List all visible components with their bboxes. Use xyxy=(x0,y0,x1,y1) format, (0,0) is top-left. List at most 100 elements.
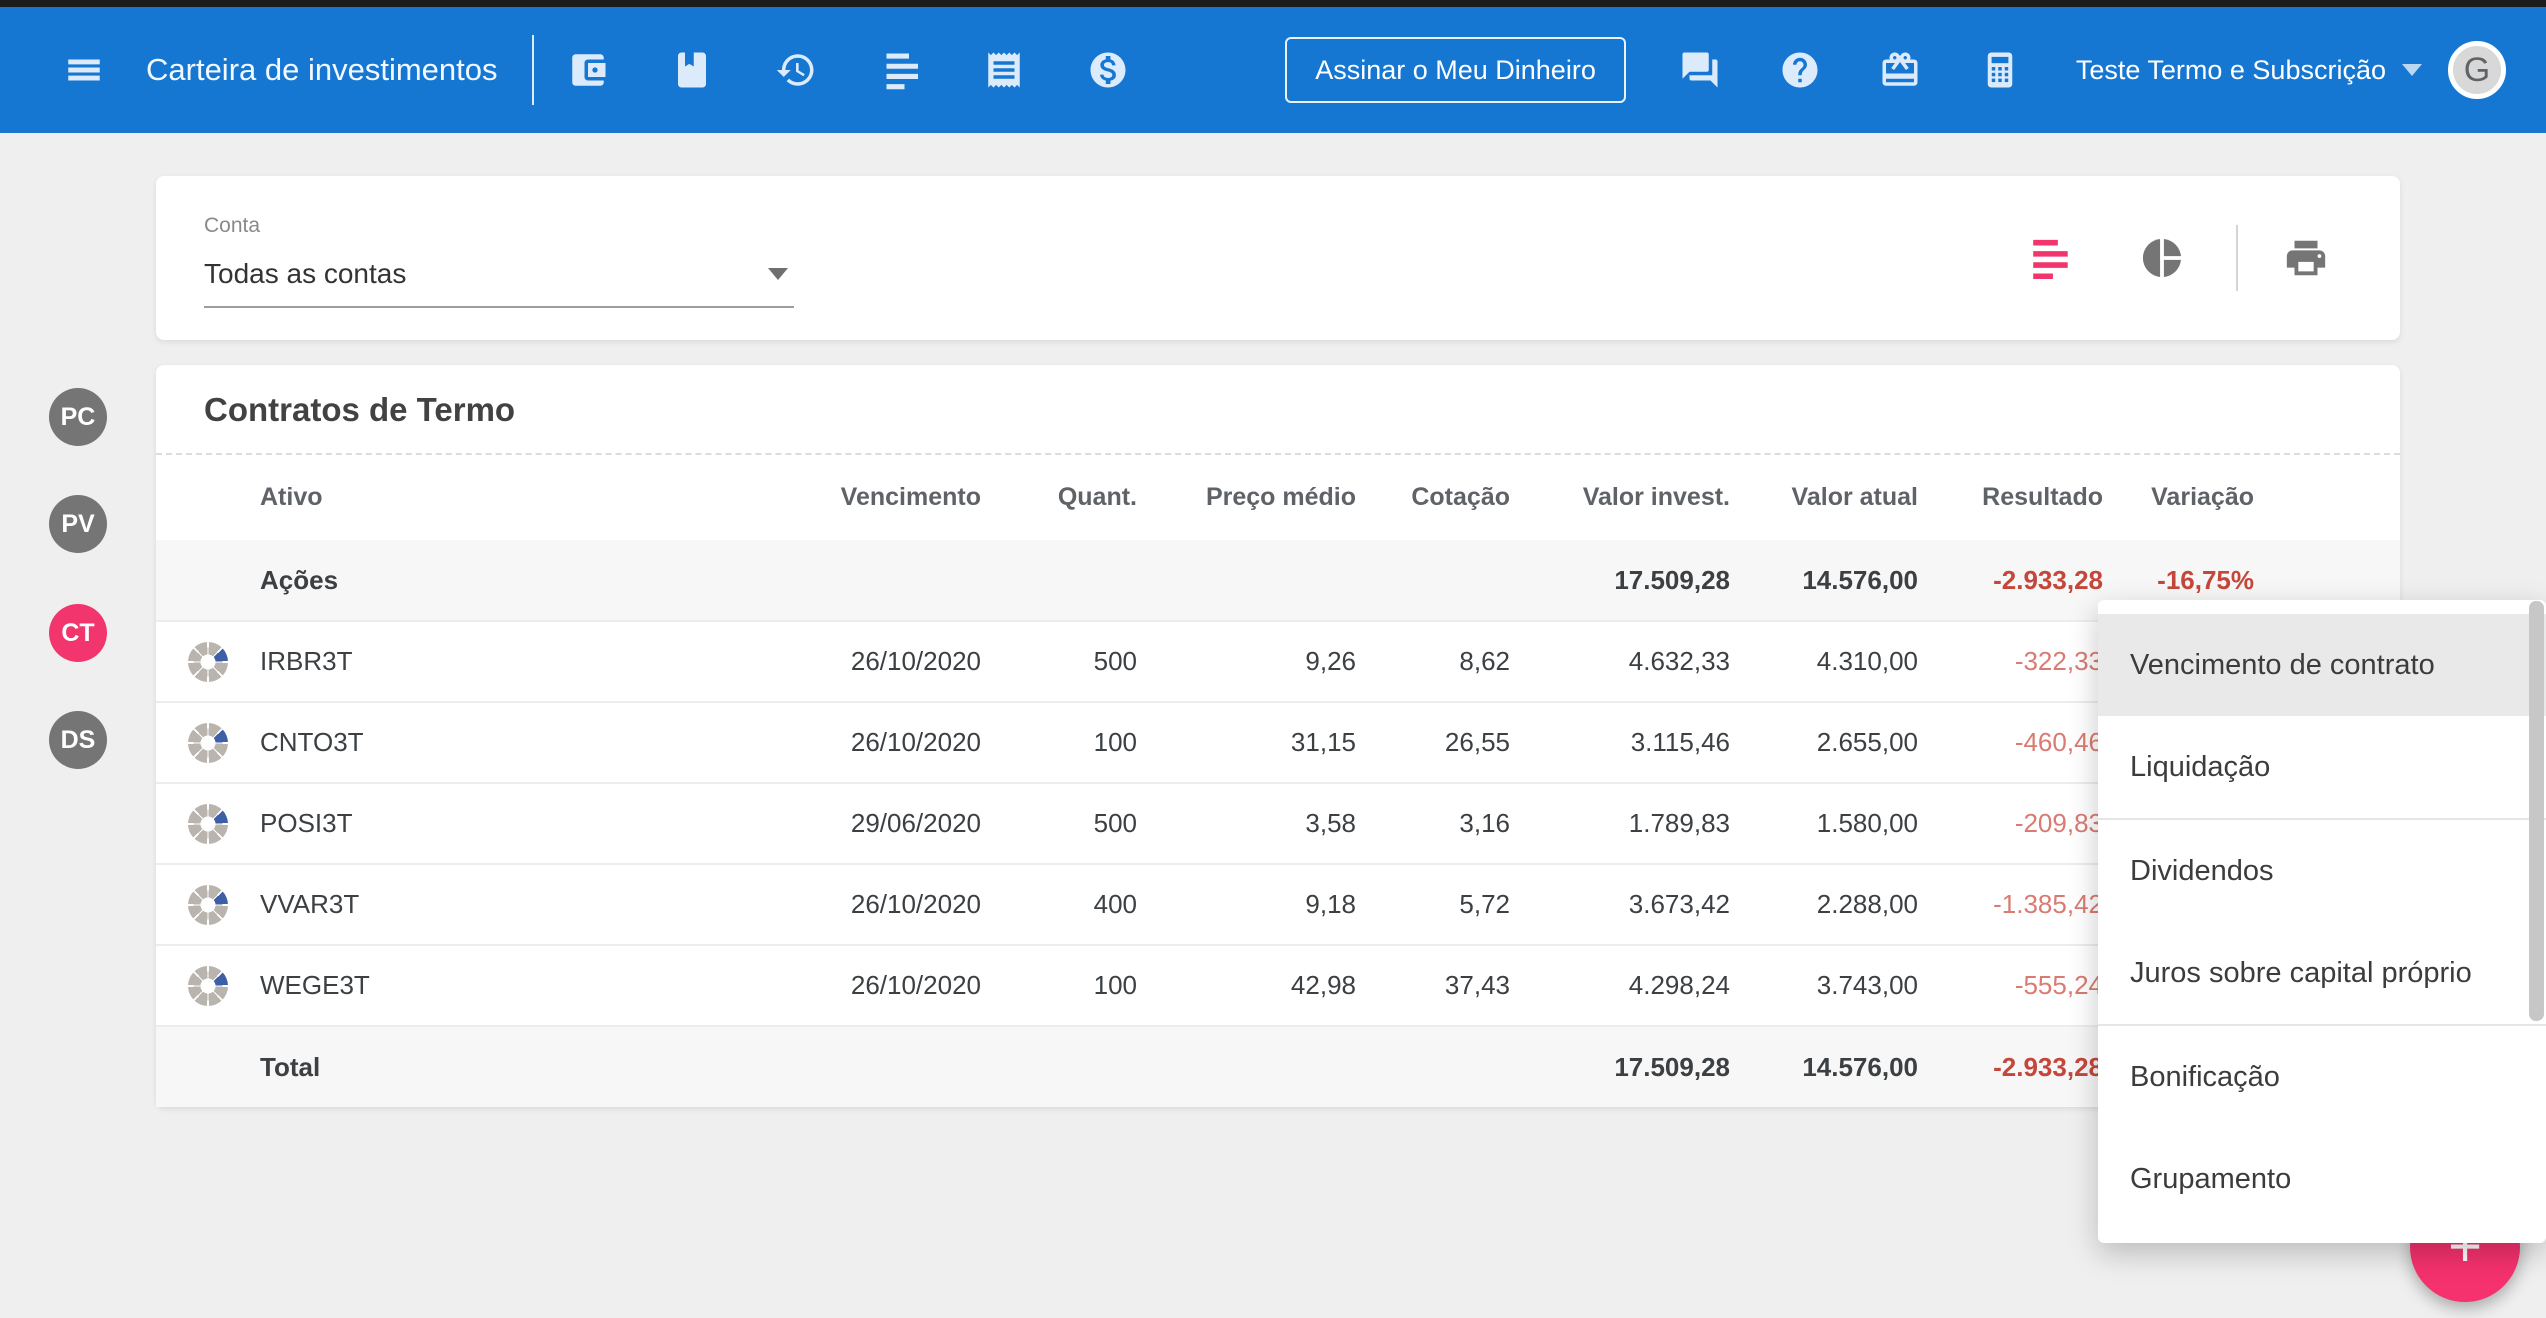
group-label: Ações xyxy=(260,564,339,595)
book-button[interactable] xyxy=(664,42,720,98)
menu-scrollbar[interactable] xyxy=(2529,601,2544,1021)
print-icon xyxy=(2283,235,2329,281)
gift-icon xyxy=(1879,49,1921,91)
account-name: Teste Termo e Subscrição xyxy=(2075,54,2386,85)
list-view-icon xyxy=(2025,235,2071,281)
cell-quant: 400 xyxy=(1093,889,1137,919)
col-valor-atual: Valor atual xyxy=(1791,483,1918,511)
table-row[interactable]: VVAR3T 26/10/2020 400 9,18 5,72 3.673,42… xyxy=(156,864,2400,945)
print-button[interactable] xyxy=(2278,230,2334,286)
sidebar-avatar-pc[interactable]: PC xyxy=(49,388,107,446)
table-row[interactable]: POSI3T 29/06/2020 500 3,58 3,16 1.789,83… xyxy=(156,783,2400,864)
page-title: Carteira de investimentos xyxy=(146,52,498,87)
group-variacao: -16,75% xyxy=(2157,564,2254,595)
asset-pie-icon xyxy=(188,965,228,1006)
group-resultado: -2.933,28 xyxy=(1993,564,2103,595)
menu-divider xyxy=(2098,1024,2546,1026)
card-title: Contratos de Termo xyxy=(156,365,2400,455)
cell-valor-atual: 2.655,00 xyxy=(1816,727,1918,757)
sidebar-avatar-ct[interactable]: CT xyxy=(49,604,107,662)
dollar-button[interactable] xyxy=(1080,42,1136,98)
hamburger-menu-button[interactable] xyxy=(56,42,112,98)
cell-resultado: -460,46 xyxy=(2014,727,2103,757)
cell-valor-invest: 3.115,46 xyxy=(1630,727,1730,757)
cell-resultado: -1.385,42 xyxy=(1993,889,2103,919)
cell-ativo: CNTO3T xyxy=(260,727,364,757)
appbar-nav-icons xyxy=(560,42,1136,98)
cell-valor-atual: 1.580,00 xyxy=(1816,808,1918,838)
help-button[interactable] xyxy=(1772,42,1828,98)
wallet-icon xyxy=(567,49,609,91)
menu-item-dividendos[interactable]: Dividendos xyxy=(2130,854,2274,887)
avatar[interactable]: G xyxy=(2448,41,2506,99)
cell-cotacao: 5,72 xyxy=(1459,889,1510,919)
app-bar: Carteira de investimentos xyxy=(0,7,2546,133)
cell-preco-medio: 9,18 xyxy=(1305,889,1356,919)
col-resultado: Resultado xyxy=(1982,483,2103,511)
dollar-icon xyxy=(1087,49,1129,91)
cell-resultado: -209,83 xyxy=(2014,808,2103,838)
cell-ativo: WEGE3T xyxy=(260,970,370,1000)
wallet-button[interactable] xyxy=(560,42,616,98)
view-toolbar xyxy=(2020,225,2334,291)
chevron-down-icon xyxy=(2402,64,2422,76)
list-view-button[interactable] xyxy=(2020,230,2076,286)
receipt-button[interactable] xyxy=(976,42,1032,98)
cell-ativo: IRBR3T xyxy=(260,646,353,676)
table-header-row: Ativo Vencimento Quant. Preço médio Cota… xyxy=(156,455,2400,540)
menu-item-vencimento-de-contrato[interactable]: Vencimento de contrato xyxy=(2098,614,2546,716)
cell-valor-invest: 1.789,83 xyxy=(1628,808,1730,838)
group-valor-atual: 14.576,00 xyxy=(1802,564,1918,595)
cell-vencimento: 26/10/2020 xyxy=(850,970,981,1000)
asset-pie-icon xyxy=(188,803,228,844)
sidebar-avatar-pv[interactable]: PV xyxy=(49,495,107,553)
pie-chart-view-button[interactable] xyxy=(2134,230,2190,286)
history-icon xyxy=(775,49,817,91)
appbar-divider xyxy=(531,35,534,105)
account-menu[interactable]: Teste Termo e Subscrição xyxy=(2076,55,2422,86)
subscribe-button[interactable]: Assinar o Meu Dinheiro xyxy=(1285,37,1626,103)
cell-valor-atual: 4.310,00 xyxy=(1816,646,1918,676)
appbar-action-icons xyxy=(1672,42,2028,98)
menu-item-juros-sobre-capital-proprio[interactable]: Juros sobre capital próprio xyxy=(2130,956,2472,989)
contracts-table: Ativo Vencimento Quant. Preço médio Cota… xyxy=(156,455,2400,1107)
cell-valor-atual: 2.288,00 xyxy=(1816,889,1918,919)
col-variacao: Variação xyxy=(2151,483,2254,511)
calculator-button[interactable] xyxy=(1972,42,2028,98)
menu-item-liquidacao[interactable]: Liquidação xyxy=(2130,750,2271,783)
cell-vencimento: 26/10/2020 xyxy=(850,727,981,757)
cell-preco-medio: 31,15 xyxy=(1290,727,1356,757)
contracts-card: Contratos de Termo Ativo Vencimento Quan… xyxy=(156,365,2400,1107)
cell-resultado: -322,33 xyxy=(2014,646,2103,676)
menu-item-grupamento[interactable]: Grupamento xyxy=(2130,1162,2292,1195)
total-valor-invest: 17.509,28 xyxy=(1614,1051,1730,1082)
cell-quant: 500 xyxy=(1093,646,1137,676)
gift-button[interactable] xyxy=(1872,42,1928,98)
col-quant: Quant. xyxy=(1057,483,1137,511)
table-row[interactable]: WEGE3T 26/10/2020 100 42,98 37,43 4.298,… xyxy=(156,945,2400,1026)
add-event-menu: Vencimento de contrato Liquidação Divide… xyxy=(2098,600,2546,1243)
list-button[interactable] xyxy=(872,42,928,98)
cell-preco-medio: 42,98 xyxy=(1290,970,1356,1000)
feedback-button[interactable] xyxy=(1672,42,1728,98)
help-icon xyxy=(1779,49,1821,91)
table-row[interactable]: IRBR3T 26/10/2020 500 9,26 8,62 4.632,33… xyxy=(156,621,2400,702)
cell-cotacao: 3,16 xyxy=(1459,808,1510,838)
col-valor-invest: Valor invest. xyxy=(1582,483,1730,511)
cell-vencimento: 26/10/2020 xyxy=(850,646,981,676)
history-button[interactable] xyxy=(768,42,824,98)
total-resultado: -2.933,28 xyxy=(1993,1051,2103,1082)
menu-item-bonificacao[interactable]: Bonificação xyxy=(2130,1060,2280,1093)
total-row: Total 17.509,28 14.576,00 -2.933,28 xyxy=(156,1026,2400,1107)
pie-chart-icon xyxy=(2139,235,2185,281)
sidebar-avatar-ds[interactable]: DS xyxy=(49,711,107,769)
col-cotacao: Cotação xyxy=(1411,483,1510,511)
cell-valor-invest: 3.673,42 xyxy=(1628,889,1730,919)
table-row[interactable]: CNTO3T 26/10/2020 100 31,15 26,55 3.115,… xyxy=(156,702,2400,783)
account-select-value: Todas as contas xyxy=(204,258,407,289)
account-select[interactable]: Conta Todas as contas xyxy=(204,214,794,308)
cell-cotacao: 26,55 xyxy=(1444,727,1510,757)
cell-quant: 100 xyxy=(1093,727,1137,757)
select-caret-icon xyxy=(768,268,788,280)
